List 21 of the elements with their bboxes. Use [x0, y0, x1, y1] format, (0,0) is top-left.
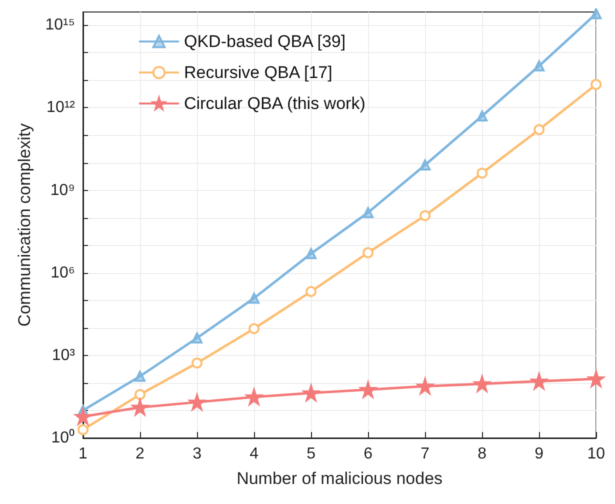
x-axis-title: Number of malicious nodes — [236, 469, 443, 488]
x-tick-label: 2 — [136, 446, 145, 462]
x-tick-label: 7 — [420, 446, 430, 462]
legend-label: Circular QBA (this work) — [184, 94, 366, 113]
y-tick-label: 10⁶ — [50, 264, 75, 282]
y-tick-label: 10¹⁵ — [45, 16, 75, 34]
legend-label: QKD-based QBA [39] — [184, 32, 346, 51]
x-tick-label: 10 — [587, 446, 606, 462]
y-tick-label: 10⁹ — [50, 182, 75, 199]
x-tick-label: 1 — [78, 446, 88, 462]
y-tick-label: 10¹² — [46, 99, 76, 116]
y-axis-title: Communication complexity — [15, 122, 34, 327]
x-tick-label: 6 — [364, 446, 373, 462]
y-tick-label: 10³ — [52, 346, 76, 364]
y-tick-label: 10⁰ — [51, 428, 75, 446]
x-tick-label: 8 — [478, 446, 487, 462]
x-tick-label: 5 — [306, 446, 316, 462]
x-tick-label: 3 — [192, 446, 202, 462]
x-tick-label: 4 — [250, 446, 259, 462]
x-tick-label: 9 — [534, 446, 544, 462]
legend-label: Recursive QBA [17] — [184, 63, 332, 82]
